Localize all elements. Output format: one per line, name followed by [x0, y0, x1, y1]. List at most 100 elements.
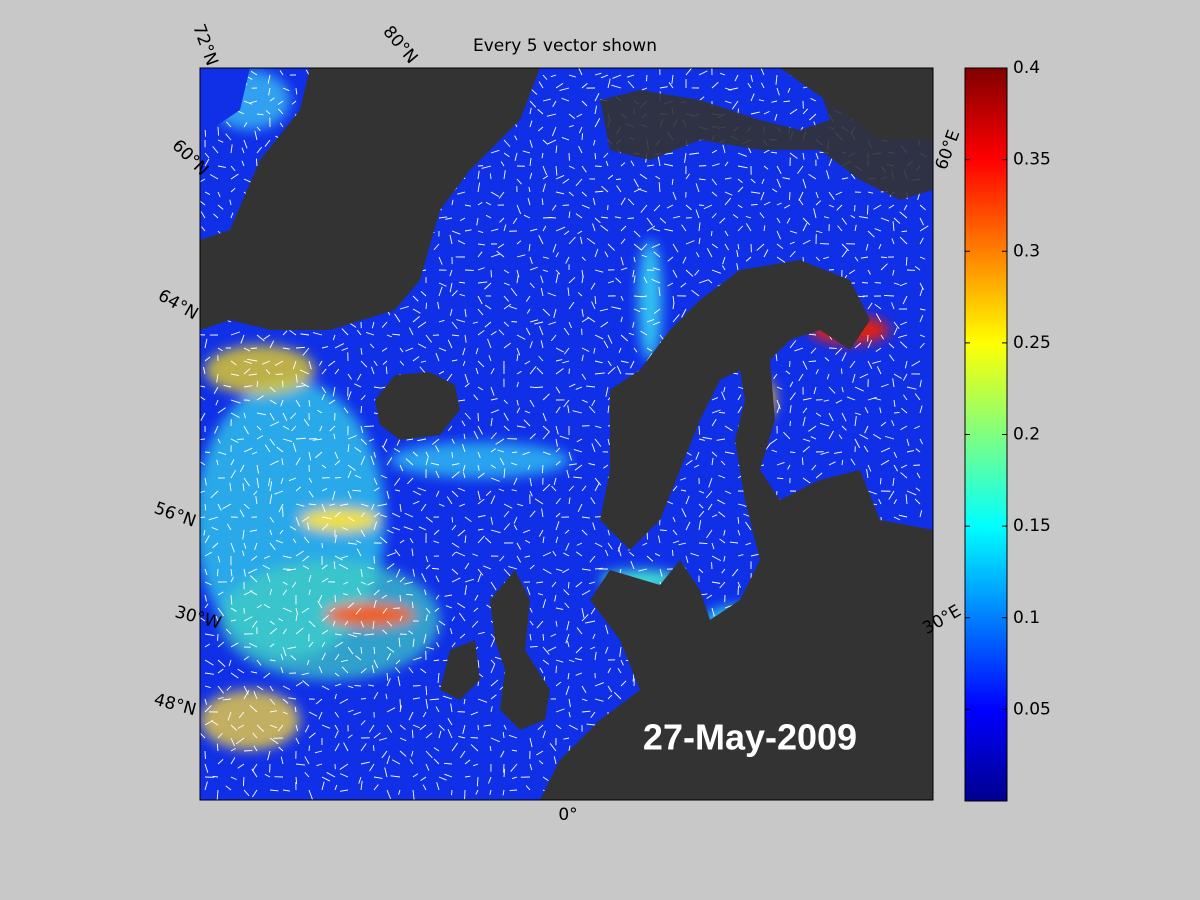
vector	[724, 243, 729, 251]
vector	[563, 230, 570, 235]
vector	[509, 789, 518, 792]
vector	[251, 763, 258, 772]
vector	[435, 575, 440, 583]
vector	[529, 282, 535, 289]
vector	[620, 295, 624, 301]
vector	[200, 211, 206, 219]
vector	[680, 477, 687, 481]
vector	[341, 347, 349, 351]
vector	[201, 226, 206, 232]
vector	[295, 737, 300, 745]
vector	[867, 269, 871, 275]
vector	[891, 238, 895, 245]
vector	[880, 263, 888, 271]
vector	[204, 763, 209, 773]
vector	[588, 406, 596, 414]
vector	[732, 214, 739, 219]
vector	[702, 436, 713, 440]
vector	[256, 604, 263, 609]
vector	[477, 659, 480, 668]
vector	[420, 503, 427, 512]
vector	[265, 110, 271, 115]
vector	[364, 425, 375, 428]
vector	[230, 607, 237, 612]
vector	[685, 521, 691, 531]
vector	[308, 503, 317, 506]
vector	[373, 599, 377, 609]
vector	[434, 607, 440, 612]
vector	[879, 477, 882, 485]
vector	[511, 489, 518, 492]
vector	[216, 789, 219, 800]
vector	[629, 551, 635, 557]
vector	[230, 438, 239, 443]
vector	[542, 730, 546, 739]
vector	[503, 412, 509, 421]
vector	[880, 447, 891, 453]
vector	[404, 581, 414, 585]
vector	[592, 223, 596, 232]
vector	[565, 542, 570, 551]
vector	[551, 126, 557, 137]
vector	[641, 254, 648, 258]
vector	[711, 243, 719, 249]
vector	[477, 281, 488, 284]
vector	[254, 130, 258, 141]
vector	[537, 593, 544, 596]
vector	[282, 607, 292, 613]
vector	[685, 459, 693, 466]
vector	[698, 178, 706, 181]
vector	[698, 279, 708, 284]
vector	[884, 294, 895, 297]
vector	[490, 368, 495, 375]
vector	[731, 568, 739, 577]
vector	[802, 360, 808, 370]
vector	[737, 503, 745, 507]
vector	[745, 223, 752, 232]
vector	[475, 789, 479, 795]
vector	[485, 214, 492, 219]
vector	[477, 464, 480, 471]
vector	[396, 438, 401, 446]
vector	[761, 82, 765, 89]
vector	[386, 579, 393, 583]
vector	[526, 308, 531, 314]
vector	[892, 269, 895, 276]
vector	[555, 406, 561, 414]
vector	[483, 724, 492, 727]
vector	[340, 555, 349, 559]
vector	[308, 360, 312, 370]
vector	[685, 495, 690, 505]
vector	[823, 256, 830, 260]
vector	[503, 303, 512, 310]
vector	[438, 503, 445, 507]
vector	[490, 637, 496, 648]
vector	[775, 74, 778, 85]
vector	[904, 360, 908, 369]
vector	[436, 625, 440, 635]
vector	[243, 616, 253, 622]
vector	[278, 503, 284, 513]
vector	[529, 646, 538, 648]
vector	[308, 711, 318, 717]
date-label: 27-May-2009	[643, 717, 857, 758]
vector	[841, 368, 843, 375]
vector	[442, 695, 453, 700]
vector	[633, 178, 639, 188]
vector	[707, 279, 713, 284]
vector	[360, 438, 368, 446]
vector	[551, 485, 557, 492]
vector	[711, 178, 718, 186]
vector	[255, 158, 258, 167]
vector	[516, 399, 519, 406]
vector	[590, 282, 596, 290]
vector	[433, 540, 440, 544]
vector	[295, 681, 303, 687]
vector	[594, 118, 601, 128]
vector	[555, 659, 564, 663]
vector	[564, 602, 570, 609]
vector	[269, 481, 273, 492]
vector	[451, 516, 454, 523]
vector	[248, 568, 258, 574]
vector	[379, 536, 388, 544]
